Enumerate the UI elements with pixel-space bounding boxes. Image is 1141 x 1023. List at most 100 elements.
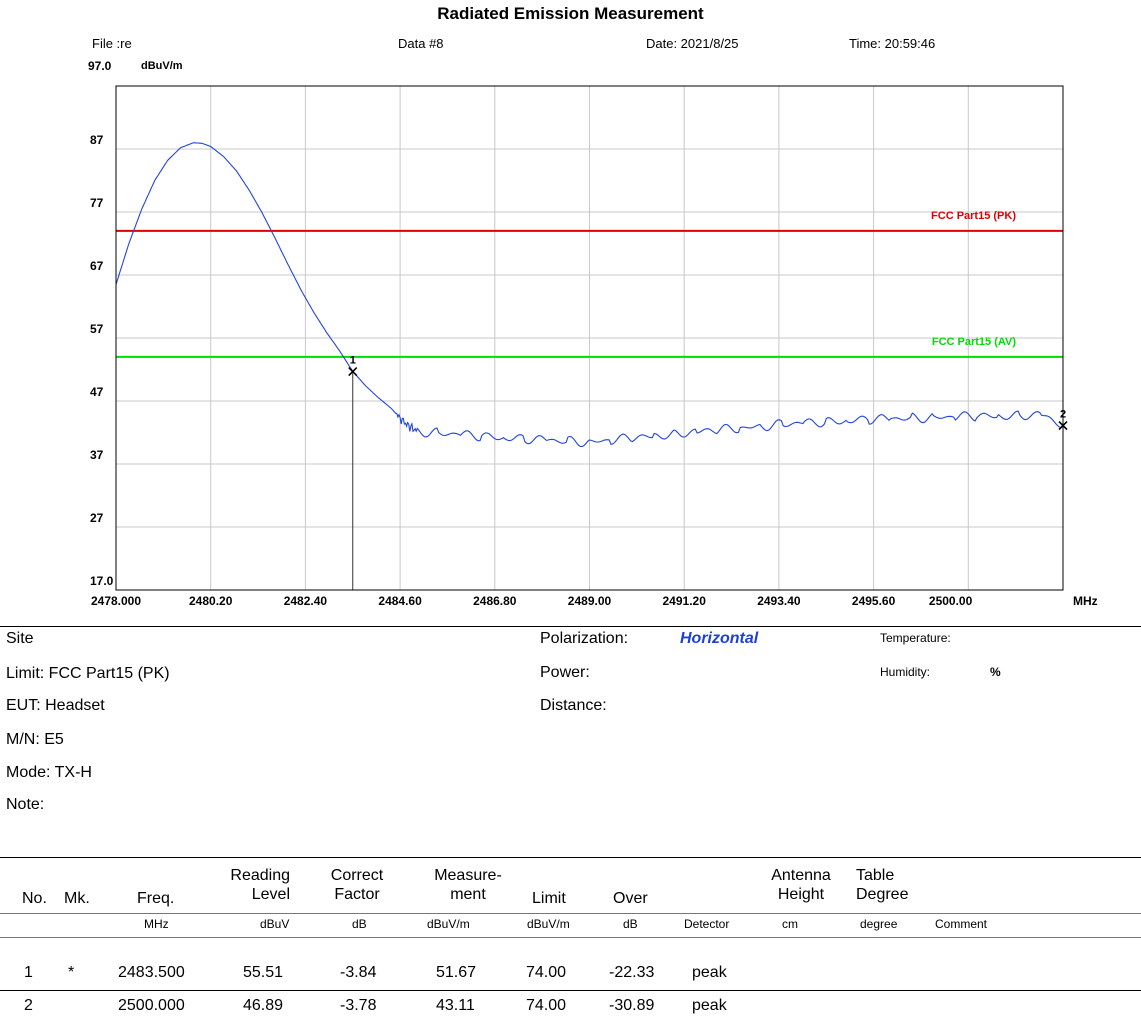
unit-antenna: cm [782, 917, 798, 931]
y-tick-label: 17.0 [90, 574, 114, 588]
row1-mk: * [68, 964, 75, 981]
x-tick-label: 2493.40 [757, 594, 801, 608]
x-tick-label: 2495.60 [852, 594, 896, 608]
humidity-label: Humidity: [880, 665, 931, 679]
row1-measure: 51.67 [436, 964, 477, 981]
row1-freq: 2483.500 [118, 964, 185, 981]
col-reading-line2: Level [251, 886, 290, 903]
marker-group: 12 [348, 355, 1068, 590]
y-tick-labels: 87 77 67 57 47 37 27 17.0 [90, 133, 114, 588]
row2-measure: 43.11 [436, 997, 475, 1014]
series-line [115, 142, 1064, 448]
y-tick-label: 87 [90, 133, 104, 147]
limit-label: Limit: FCC Part15 (PK) [6, 665, 170, 682]
polarization-value: Horizontal [680, 630, 759, 647]
marker-label: 1 [350, 355, 356, 367]
site-label: Site [6, 630, 34, 647]
col-measure-line1: Measure- [434, 867, 502, 884]
y-tick-label: 37 [90, 448, 104, 462]
x-tick-labels: 2478.000 2480.20 2482.40 2484.60 2486.80 2489… [91, 594, 1098, 608]
x-tick-label: 2484.60 [378, 594, 422, 608]
unit-reading: dBuV [260, 917, 290, 931]
unit-freq: MHz [144, 917, 169, 931]
eut-label: EUT: Headset [6, 697, 105, 714]
col-table: Table Degree [856, 866, 926, 904]
unit-over: dB [623, 917, 638, 931]
unit-measure: dBuV/m [427, 917, 470, 931]
row1-reading: 55.51 [243, 964, 284, 981]
plot-frame [115, 85, 1064, 591]
plot-grid [116, 86, 1063, 590]
limit-line-label: FCC Part15 (AV) [932, 336, 1016, 348]
x-tick-label: 2486.80 [473, 594, 517, 608]
temperature-label: Temperature: [880, 631, 951, 645]
row1-correct: -3.84 [340, 964, 377, 981]
col-correct-line1: Correct [330, 867, 384, 884]
file-label: File :re [92, 36, 132, 51]
table-top-rule [0, 857, 1141, 858]
col-antenna: Antenna Height [756, 866, 846, 904]
header-rule [0, 913, 1141, 914]
unit-correct: dB [352, 917, 367, 931]
row2-detector: peak [692, 997, 727, 1014]
col-reading-line1: Reading [230, 867, 290, 884]
col-over: Over [613, 890, 648, 907]
series-group [115, 142, 1064, 448]
unit-table: degree [860, 917, 898, 931]
col-antenna-line2: Height [777, 886, 825, 903]
info-top-rule [0, 626, 1141, 627]
limit-line-label: FCC Part15 (PK) [931, 210, 1016, 222]
col-limit: Limit [532, 890, 566, 907]
row1-limit: 74.00 [526, 964, 567, 981]
col-table-line2: Degree [856, 886, 909, 903]
col-correct: Correct Factor [318, 866, 396, 904]
units-rule [0, 937, 1141, 938]
time-label: Time: 20:59:46 [849, 36, 936, 51]
row2-correct: -3.78 [340, 997, 377, 1014]
y-tick-label: 27 [90, 511, 104, 525]
x-tick-label: 2491.20 [663, 594, 707, 608]
col-measure-line2: ment [450, 886, 486, 903]
unit-limit: dBuV/m [527, 917, 570, 931]
y-tick-label: 77 [90, 196, 104, 210]
col-correct-line2: Factor [334, 886, 380, 903]
x-tick-label: 2500.00 [929, 594, 973, 608]
row1-detector: peak [692, 964, 727, 981]
polarization-label: Polarization: [540, 630, 629, 647]
col-table-line1: Table [856, 867, 895, 884]
mn-label: M/N: E5 [6, 731, 64, 748]
row1-over: -22.33 [609, 964, 655, 981]
date-label: Date: 2021/8/25 [646, 36, 739, 51]
x-unit-label: MHz [1073, 594, 1098, 608]
note-label: Note: [6, 796, 45, 813]
y-tick-label: 57 [90, 322, 104, 336]
data-label: Data #8 [398, 36, 444, 51]
emission-plot: FCC Part15 (PK) FCC Part15 (AV) 12 87 77 67… [90, 85, 1098, 608]
mode-label: Mode: TX-H [6, 764, 92, 781]
power-label: Power: [540, 664, 590, 681]
unit-detector: Detector [684, 917, 730, 931]
unit-comment: Comment [935, 917, 988, 931]
y-tick-label: 47 [90, 385, 104, 399]
col-mk: Mk. [64, 890, 90, 907]
x-tick-label: 2480.20 [189, 594, 233, 608]
y-tick-label: 67 [90, 259, 104, 273]
humidity-unit: % [990, 665, 1001, 679]
row2-freq: 2500.000 [118, 997, 185, 1014]
row2-reading: 46.89 [243, 997, 284, 1014]
chart-title: Radiated Emission Measurement [437, 4, 704, 23]
y-unit-label: dBuV/m [141, 60, 183, 72]
distance-label: Distance: [540, 697, 607, 714]
x-tick-label: 2489.00 [568, 594, 612, 608]
row-rule [0, 990, 1141, 991]
col-reading: Reading Level [210, 866, 290, 904]
y-max-label: 97.0 [88, 59, 112, 73]
col-measure: Measure- ment [418, 866, 518, 904]
limit-lines: FCC Part15 (PK) FCC Part15 (AV) [116, 210, 1063, 358]
x-tick-label: 2482.40 [284, 594, 328, 608]
marker-cross [348, 367, 358, 377]
row2-over: -30.89 [609, 997, 655, 1014]
col-antenna-line1: Antenna [771, 867, 831, 884]
x-tick-label: 2478.000 [91, 594, 141, 608]
row1-no: 1 [24, 964, 33, 981]
